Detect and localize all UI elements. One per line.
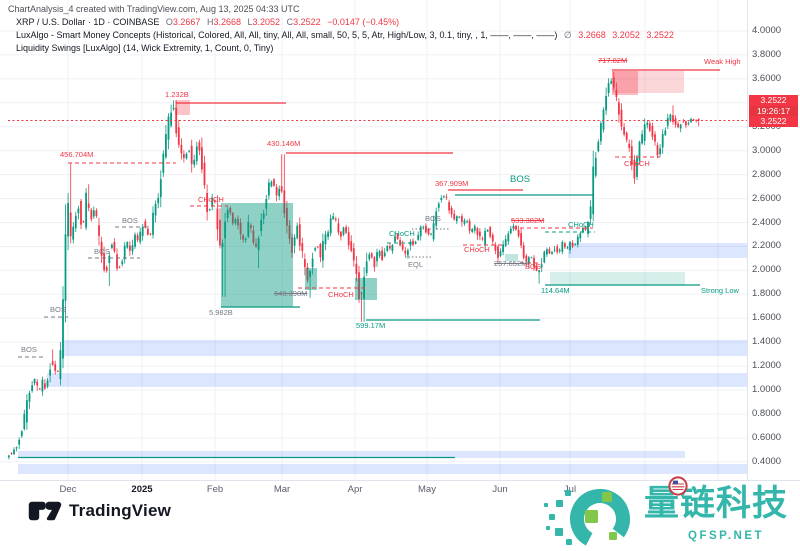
tradingview-logo[interactable]: TradingView bbox=[28, 500, 171, 522]
close-label: C bbox=[286, 17, 294, 27]
qfsp-watermark: 量链科技 QFSP.NET bbox=[540, 478, 800, 551]
smc-label-bos: BOS bbox=[510, 174, 531, 185]
avg-symbol: ∅ bbox=[563, 30, 572, 40]
change-value: −0.0147 (−0.45%) bbox=[327, 17, 400, 27]
tradingview-logo-text: TradingView bbox=[69, 501, 172, 520]
countdown-label: 19:26:17 bbox=[749, 105, 798, 116]
price-axis-separator bbox=[747, 0, 748, 480]
smc-label-533-382m: 533.382M bbox=[511, 216, 545, 225]
smc-label-114-64m: 114.64M bbox=[541, 286, 570, 295]
tradingview-logo-icon bbox=[28, 501, 62, 521]
price-tick-label: 3.6000 bbox=[752, 72, 782, 84]
chart-watermark-title: ChartAnalysis_4 created with TradingView… bbox=[8, 4, 300, 14]
last-price-label-group: 3.2522 19:26:17 3.2522 bbox=[749, 95, 798, 127]
price-tick-label: 1.6000 bbox=[752, 312, 782, 324]
smc-label-choch: CHoCH bbox=[464, 245, 490, 254]
smc-label-717-82m: 717.82M bbox=[598, 56, 628, 65]
smc-value-1: 3.2668 bbox=[578, 30, 606, 40]
smc-label-choch: CHoCH bbox=[624, 159, 650, 168]
price-tick-label: 2.4000 bbox=[752, 216, 782, 228]
high-value: 3.2668 bbox=[213, 17, 241, 27]
price-tick-label: 1.0000 bbox=[752, 384, 782, 396]
smc-label-648-398m: 648.398M bbox=[274, 289, 308, 298]
time-tick-label: Feb bbox=[206, 484, 224, 495]
price-tick-label: 2.0000 bbox=[752, 264, 782, 276]
smc-label-367-909m: 367.909M bbox=[435, 179, 469, 188]
price-tick-label: 1.2000 bbox=[752, 360, 782, 372]
smc-label-choch: CHoCH bbox=[568, 220, 594, 229]
price-tick-label: 2.6000 bbox=[752, 192, 782, 204]
high-label: H bbox=[206, 17, 214, 27]
time-tick-label: Dec bbox=[59, 484, 77, 495]
indicator-liquidity-row[interactable]: Liquidity Swings [LuxAlgo] (14, Wick Ext… bbox=[16, 43, 273, 53]
qfsp-logo-icon bbox=[544, 489, 630, 549]
smc-label-257-652m: 257.652M bbox=[494, 259, 528, 268]
time-tick-label: Jun bbox=[492, 484, 508, 495]
price-tick-label: 0.6000 bbox=[752, 431, 782, 443]
indicator-smc-row[interactable]: LuxAlgo - Smart Money Concepts (Historic… bbox=[16, 30, 674, 41]
smc-value-3: 3.2522 bbox=[646, 30, 674, 40]
smc-label-strong-low: Strong Low bbox=[701, 286, 739, 295]
price-tick-label: 0.4000 bbox=[752, 455, 782, 467]
flag-emblem-icon bbox=[668, 476, 688, 496]
time-tick-label: Jul bbox=[563, 484, 577, 495]
price-tick-label: 4.0000 bbox=[752, 25, 782, 36]
open-value: 3.2667 bbox=[172, 17, 201, 27]
smc-label-bos: BOS bbox=[21, 345, 37, 354]
time-tick-label: Apr bbox=[347, 484, 363, 495]
time-tick-label: May bbox=[418, 484, 436, 495]
smc-label-599-17m: 599.17M bbox=[356, 321, 386, 330]
price-tick-label: 3.8000 bbox=[752, 48, 782, 60]
smc-value-2: 3.2052 bbox=[612, 30, 640, 40]
smc-label-5-982b: 5.982B bbox=[209, 308, 233, 317]
indicator-liquidity-title[interactable]: Liquidity Swings [LuxAlgo] (14, Wick Ext… bbox=[16, 43, 274, 53]
price-tick-label: 1.4000 bbox=[752, 336, 782, 348]
smc-label-bos: BOS bbox=[525, 262, 541, 271]
smc-label-1-232b: 1.232B bbox=[165, 90, 189, 99]
low-label: L bbox=[247, 17, 253, 27]
smc-label-eql: EQL bbox=[408, 260, 424, 269]
smc-label-weak-high: Weak High bbox=[704, 57, 741, 66]
smc-label-choch: CHoCH bbox=[389, 229, 415, 238]
indicator-price-label: 3.2522 bbox=[749, 95, 798, 106]
price-tick-label: 0.8000 bbox=[752, 408, 782, 420]
symbol-title[interactable]: XRP / U.S. Dollar · 1D · COINBASE bbox=[16, 17, 160, 27]
qfsp-watermark-site-text: QFSP.NET bbox=[688, 530, 765, 542]
price-tick-label: 2.2000 bbox=[752, 240, 782, 252]
smc-label-430-146m: 430.146M bbox=[267, 139, 301, 148]
last-price-label: 3.2522 bbox=[749, 116, 798, 127]
candlestick-chart-canvas[interactable] bbox=[0, 0, 748, 480]
smc-label-choch: CHoCH bbox=[328, 290, 354, 299]
qfsp-watermark-cn-text: 量链科技 bbox=[644, 484, 789, 523]
smc-label-bos: BOS bbox=[50, 305, 66, 314]
price-tick-label: 3.0000 bbox=[752, 144, 782, 156]
indicator-smc-title[interactable]: LuxAlgo - Smart Money Concepts (Historic… bbox=[16, 30, 558, 40]
price-tick-label: 2.8000 bbox=[752, 168, 782, 180]
time-tick-label: Mar bbox=[273, 484, 291, 495]
symbol-ohlc-row[interactable]: XRP / U.S. Dollar · 1D · COINBASE O3.266… bbox=[16, 17, 399, 27]
smc-label-choch: CHoCH bbox=[198, 195, 224, 204]
open-label: O bbox=[165, 17, 173, 27]
smc-label-bos: BOS bbox=[122, 216, 138, 225]
time-axis-separator bbox=[0, 480, 800, 481]
price-tick-label: 1.8000 bbox=[752, 288, 782, 300]
smc-label-bos: BOS bbox=[425, 214, 441, 223]
time-tick-label: 2025 bbox=[131, 484, 153, 495]
close-value: 3.2522 bbox=[293, 17, 321, 27]
smc-label-456-704m: 456.704M bbox=[60, 150, 94, 159]
smc-label-bos: BOS bbox=[94, 247, 110, 256]
low-value: 3.2052 bbox=[252, 17, 281, 27]
